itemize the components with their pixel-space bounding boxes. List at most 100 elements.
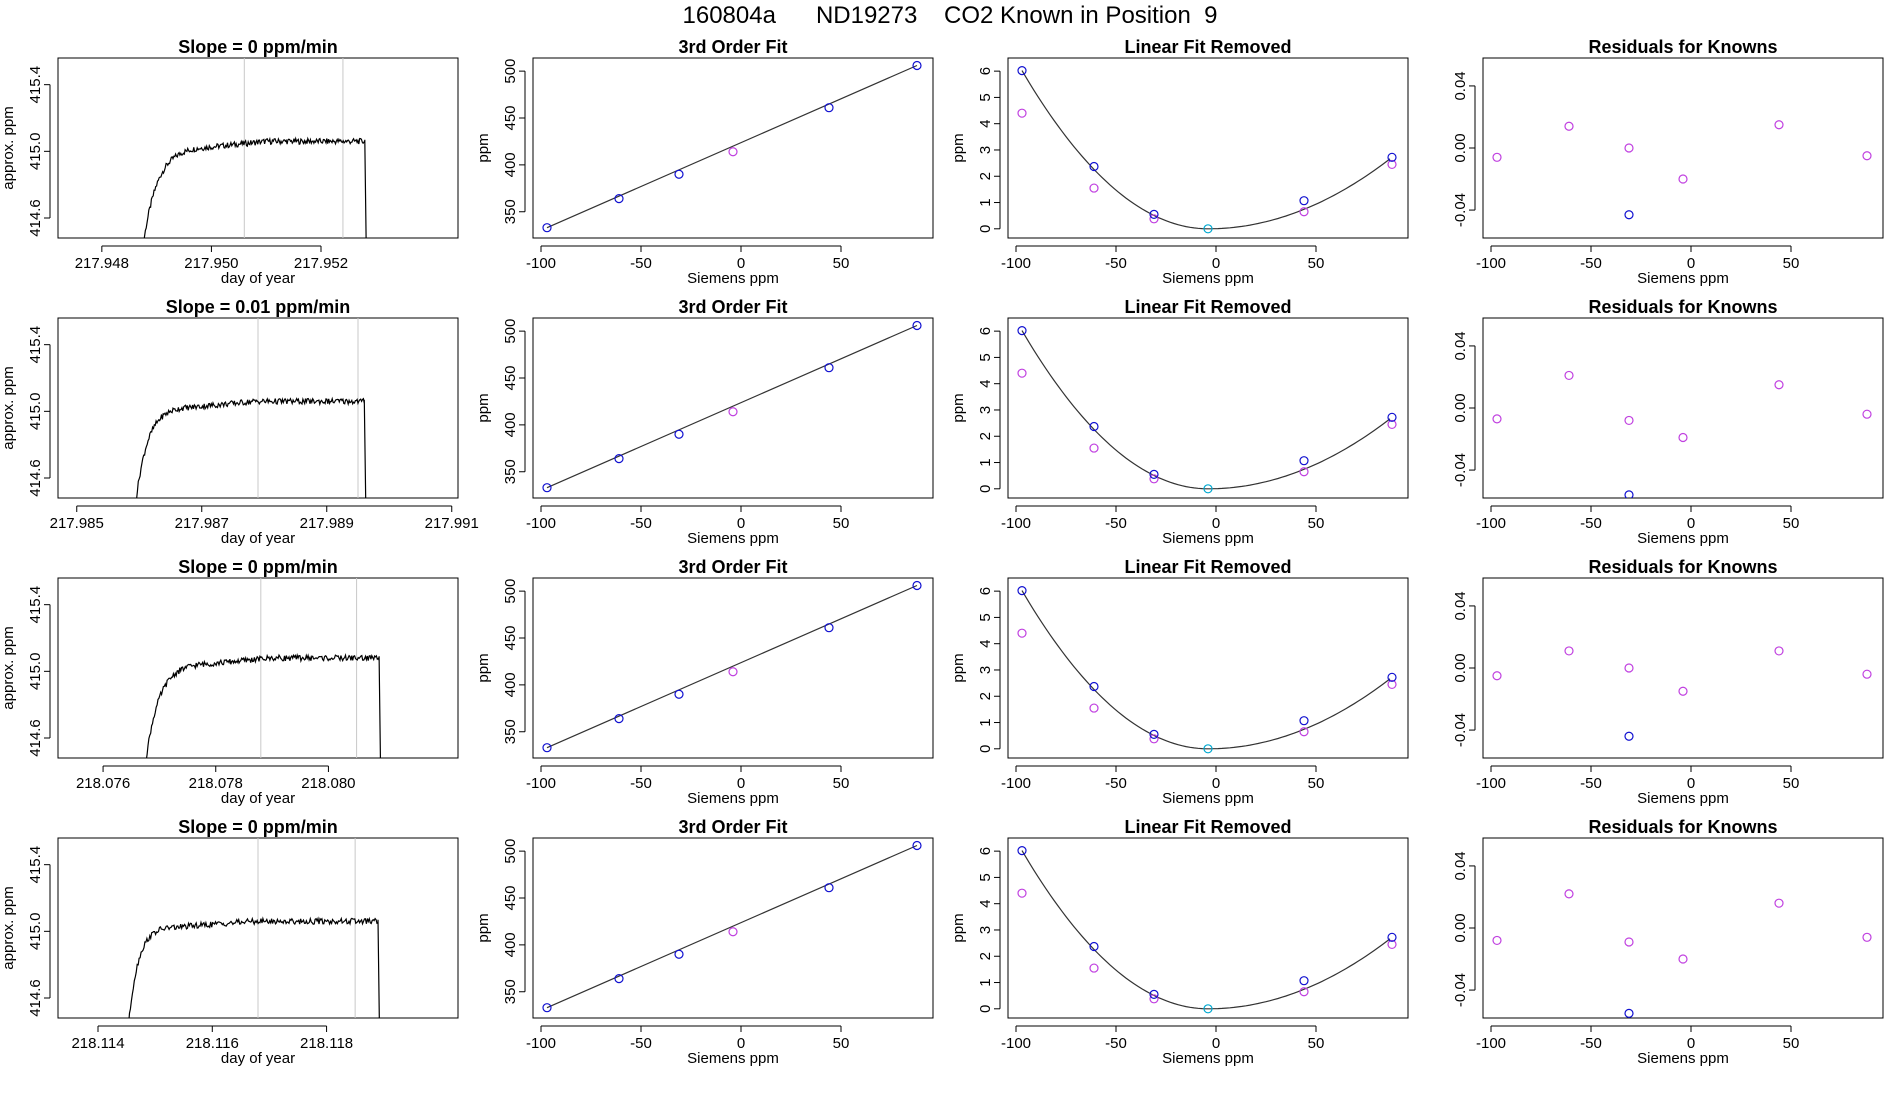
residual-point-magenta [1624,937,1634,947]
data-point [824,363,834,373]
x-tick-label: 0 [1687,775,1695,792]
data-point-magenta [1089,443,1099,453]
x-tick-label: 217.991 [425,515,479,532]
data-point [728,667,738,677]
plot-content [542,580,922,753]
quadratic-fit-curve [1021,850,1391,1010]
x-tick-label: 217.952 [294,255,348,272]
plot-frame [532,577,934,759]
y-tick-label: 1 [977,458,994,466]
chart-title: Linear Fit Removed [1124,37,1291,57]
chart-title: Residuals for Knowns [1588,817,1777,837]
quadratic-fit-curve [1021,590,1391,750]
x-tick-label: 217.950 [184,255,238,272]
y-tick-label: 414.6 [27,459,44,497]
data-point-magenta [1299,467,1309,477]
data-point [912,580,922,591]
y-tick-label: 4 [977,900,994,908]
data-point [824,103,834,113]
y-tick-label: 350 [502,719,519,744]
concentration-trace [136,396,367,498]
quadratic-fit-curve [1021,70,1391,230]
y-tick-label: 415.0 [27,913,44,951]
x-tick-label: 50 [1783,1035,1800,1052]
x-tick-label: 0 [1687,1035,1695,1052]
data-point-blue [1299,456,1309,466]
data-point-magenta [1299,207,1309,217]
residual-point-magenta [1774,120,1784,130]
chart-panel-r4c2: 3rd Order Fit -100 -50 0 50 Siemens ppm 350 400… [475,817,934,1067]
chart-title: Slope = 0.01 ppm/min [166,297,351,317]
data-point [614,714,624,724]
data-point [912,60,922,71]
y-tick-label: 414.6 [27,199,44,237]
y-axis-label: ppm [950,133,967,162]
plot-frame [532,57,934,239]
residual-point-magenta [1678,174,1688,184]
data-point-blue [1387,932,1397,942]
fit-line [546,324,918,489]
y-axis-label: approx. ppm [0,886,17,969]
x-tick-label: -50 [630,775,652,792]
plot-content [1017,326,1397,494]
y-axis-label: ppm [475,393,492,422]
y-tick-label: 414.6 [27,719,44,757]
data-point [614,974,624,984]
data-point [614,454,624,464]
residual-point-magenta [1774,380,1784,390]
residual-point-magenta [1492,414,1502,424]
chart-title: 3rd Order Fit [678,557,787,577]
x-tick-label: 0 [1212,1035,1220,1052]
y-tick-label: 1 [977,978,994,986]
data-point [542,1003,552,1013]
y-tick-label: 5 [977,93,994,101]
data-point-blue [1387,672,1397,682]
data-point [614,194,624,204]
data-point [728,927,738,937]
plot-frame [1482,837,1884,1019]
data-point-blue [1089,421,1099,432]
plot-content [145,578,382,758]
x-tick-label: -100 [1001,1035,1031,1052]
chart-panel-r2c1: Slope = 0.01 ppm/min 217.985 217.987 217.98… [0,297,479,547]
data-point [542,483,552,493]
y-axis-label: ppm [950,913,967,942]
plot-content [542,60,922,233]
chart-panel-r2c4: Residuals for Knowns -100 -50 0 50 Siemens pp… [1452,297,1884,547]
y-tick-label: 0.00 [1452,653,1469,682]
residual-point-blue [1624,210,1634,220]
chart-title: Residuals for Knowns [1588,297,1777,317]
plot-frame [532,317,934,499]
x-axis-label: Siemens ppm [687,530,779,547]
data-point-magenta [1149,474,1159,484]
x-tick-label: 50 [1308,775,1325,792]
x-axis-label: Siemens ppm [1162,270,1254,287]
x-axis-label: day of year [221,530,295,547]
data-point-cyan [1203,484,1213,494]
x-axis-label: Siemens ppm [1637,530,1729,547]
data-point [728,147,738,157]
plot-content [542,320,922,493]
x-tick-label: 217.948 [75,255,129,272]
y-tick-label: 450 [502,105,519,130]
x-tick-label: -100 [1001,775,1031,792]
x-tick-label: -50 [1105,255,1127,272]
y-tick-label: 400 [502,672,519,697]
data-point-cyan [1203,224,1213,234]
chart-title: 3rd Order Fit [678,817,787,837]
x-tick-label: -50 [1105,775,1127,792]
y-tick-label: 0.00 [1452,913,1469,942]
x-tick-label: -100 [526,515,556,532]
data-point-blue [1387,152,1397,162]
x-tick-label: 50 [1308,1035,1325,1052]
plot-frame [1482,317,1884,499]
plot-frame [1007,577,1409,759]
y-tick-label: -0.04 [1452,453,1469,487]
residual-point-magenta [1678,954,1688,964]
y-tick-label: 3 [977,926,994,934]
y-tick-label: 415.4 [27,66,44,104]
y-tick-label: 2 [977,172,994,180]
